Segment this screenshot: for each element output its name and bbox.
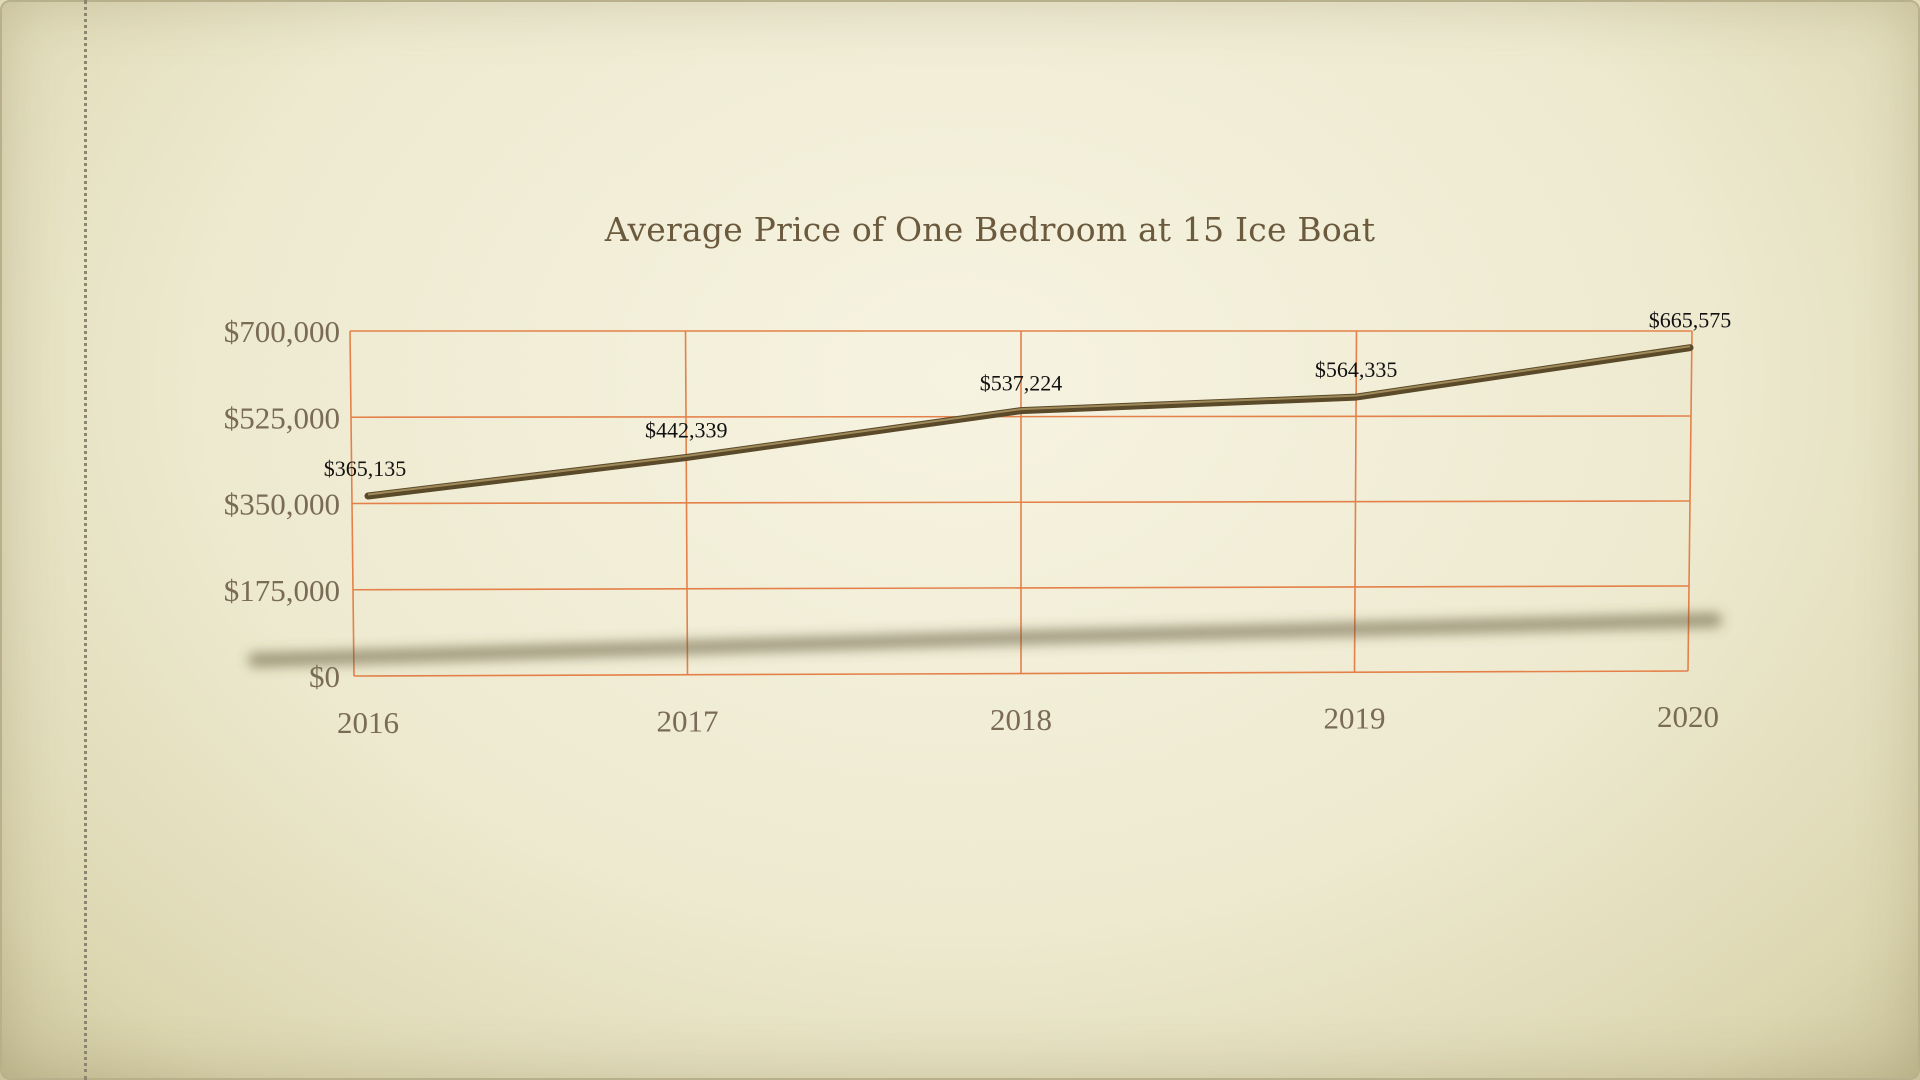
data-label: $442,339: [645, 418, 728, 443]
chart-title: Average Price of One Bedroom at 15 Ice B…: [604, 210, 1376, 249]
x-tick-label: 2017: [657, 704, 719, 739]
data-label: $665,575: [1649, 308, 1732, 333]
y-tick-label: $0: [309, 659, 340, 694]
y-axis-ticks: $0 $175,000 $350,000 $525,000 $700,000: [224, 314, 340, 694]
series-line: [364, 344, 1694, 500]
y-tick-label: $700,000: [224, 314, 340, 349]
grid-line-vertical: [349, 330, 355, 677]
y-tick-label: $350,000: [224, 487, 340, 522]
grid-line-vertical: [684, 330, 689, 675]
x-tick-label: 2020: [1657, 699, 1719, 734]
data-label: $564,335: [1315, 357, 1398, 382]
grid-line-vertical: [1353, 330, 1358, 673]
y-tick-label: $175,000: [224, 573, 340, 608]
x-tick-label: 2016: [337, 705, 399, 740]
series-line-highlight: [367, 345, 1691, 496]
x-tick-label: 2019: [1324, 701, 1386, 736]
floor-shadow: [248, 613, 1722, 667]
y-tick-label: $525,000: [224, 400, 340, 435]
series-shadow: [248, 613, 1722, 667]
series-line-layer: [364, 344, 1694, 500]
x-tick-label: 2018: [990, 702, 1052, 737]
data-label: $365,135: [324, 456, 407, 481]
margin-dotted-rule: [84, 0, 87, 1080]
data-labels: $365,135 $442,339 $537,224 $564,335 $665,575: [324, 308, 1732, 481]
data-label: $537,224: [980, 371, 1063, 396]
x-axis-ticks: 2016 2017 2018 2019 2020: [337, 699, 1719, 740]
